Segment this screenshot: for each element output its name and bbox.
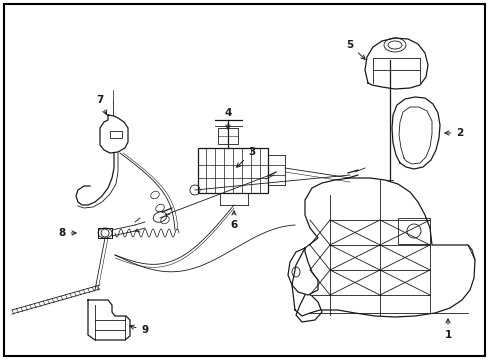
Text: 8: 8 [58, 228, 76, 238]
Text: 3: 3 [236, 147, 255, 167]
Text: 1: 1 [444, 319, 451, 340]
Text: 2: 2 [444, 128, 463, 138]
Bar [397, 218, 429, 244]
Bar [198, 148, 267, 193]
Bar [110, 131, 122, 138]
Bar [98, 228, 112, 238]
Text: 5: 5 [346, 40, 365, 59]
Text: 9: 9 [129, 325, 148, 335]
Bar [218, 128, 238, 144]
Text: 4: 4 [224, 108, 231, 129]
Text: 7: 7 [96, 95, 106, 114]
Text: 6: 6 [230, 211, 237, 230]
